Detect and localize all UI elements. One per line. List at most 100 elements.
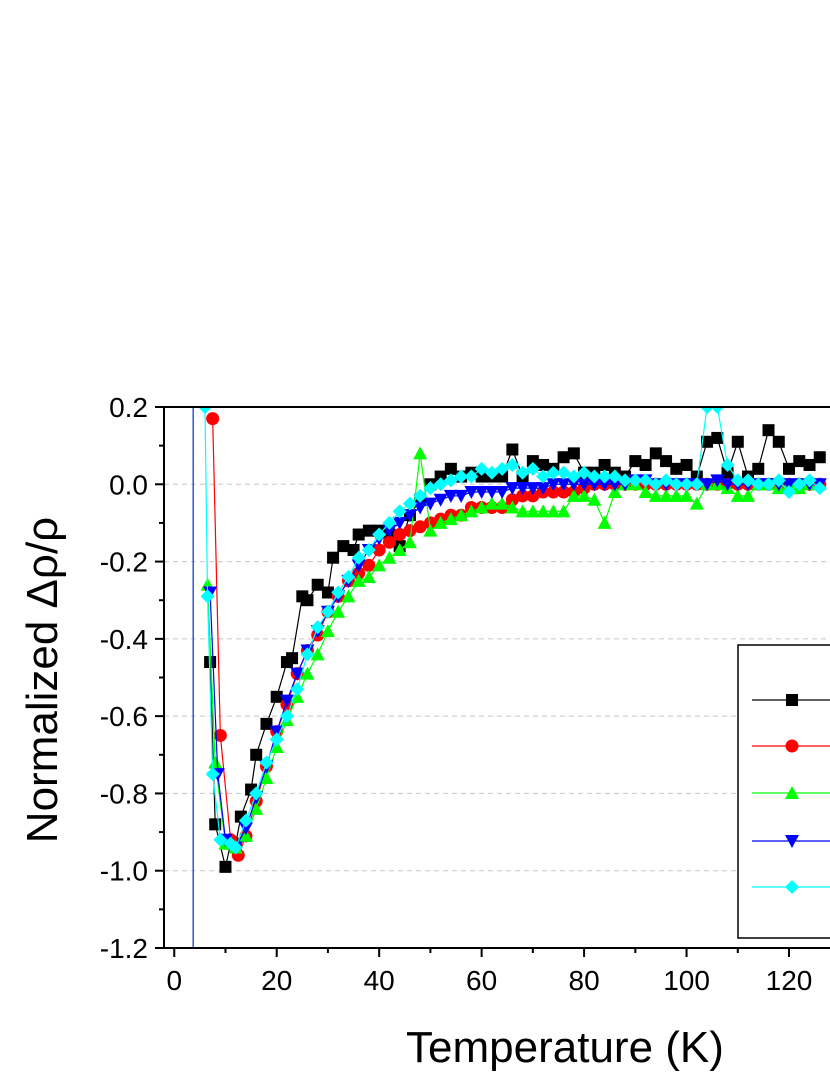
data-point <box>751 477 766 492</box>
data-point <box>238 822 253 836</box>
data-point <box>270 690 283 703</box>
data-point <box>525 482 540 496</box>
data-point <box>259 755 274 770</box>
y-tick-label: -0.8 <box>100 778 148 809</box>
data-point <box>557 451 570 464</box>
x-tick-label: 20 <box>261 965 292 996</box>
x-tick-label: 120 <box>766 965 813 996</box>
data-point <box>711 431 724 444</box>
y-tick-label: -0.4 <box>100 624 148 655</box>
data-point <box>741 488 756 502</box>
data-point <box>597 478 612 492</box>
data-point <box>464 486 479 500</box>
data-point <box>433 477 448 492</box>
data-point <box>484 465 499 480</box>
data-point <box>352 528 365 541</box>
data-point <box>219 860 232 873</box>
data-point <box>213 832 228 847</box>
y-tick-label: -1.2 <box>100 933 148 964</box>
data-point <box>279 709 294 724</box>
data-point <box>648 477 663 492</box>
data-point <box>710 407 725 414</box>
data-point <box>269 732 284 747</box>
data-point <box>793 455 806 468</box>
data-point <box>607 485 622 499</box>
data-point <box>321 586 334 599</box>
data-point <box>382 550 397 564</box>
data-point <box>372 527 387 542</box>
data-point <box>577 465 592 480</box>
data-point <box>546 465 561 480</box>
data-point <box>730 488 745 502</box>
data-point <box>536 482 551 496</box>
data-point <box>433 493 448 507</box>
data-point <box>526 489 540 503</box>
y-tick-label: 0.2 <box>109 392 148 423</box>
data-point <box>546 478 561 492</box>
data-point <box>607 478 622 492</box>
data-point <box>587 478 602 492</box>
data-point <box>351 573 366 587</box>
data-point <box>566 478 581 492</box>
data-point <box>772 435 785 448</box>
data-point <box>618 473 633 488</box>
data-point <box>526 455 539 468</box>
data-point <box>660 455 673 468</box>
data-point <box>515 504 530 518</box>
grid-lines <box>164 483 830 872</box>
data-point <box>423 516 437 530</box>
data-point <box>752 462 765 475</box>
legend-marker <box>785 739 799 753</box>
data-point <box>567 447 580 460</box>
data-point <box>290 667 305 681</box>
data-point <box>556 465 571 480</box>
data-point <box>771 473 786 488</box>
data-point <box>443 473 458 488</box>
data-point <box>474 486 489 500</box>
data-point <box>515 465 530 480</box>
data-point <box>393 528 407 542</box>
data-point <box>392 542 407 556</box>
data-point <box>454 508 469 522</box>
y-tick-label: -0.2 <box>100 547 148 578</box>
data-point <box>484 496 499 510</box>
legend-marker <box>785 880 799 894</box>
data-point <box>546 485 560 499</box>
data-point <box>628 473 643 488</box>
data-point <box>259 770 274 784</box>
data-point <box>762 424 775 437</box>
data-point <box>577 478 592 492</box>
data-point <box>515 482 530 496</box>
data-point <box>341 570 356 585</box>
data-point <box>812 481 827 496</box>
data-point <box>413 520 427 534</box>
data-point <box>443 512 458 526</box>
data-point <box>741 473 756 488</box>
x-axis-title: Temperature (K) <box>406 1023 724 1072</box>
data-point <box>577 488 592 502</box>
data-point <box>402 509 417 523</box>
data-point <box>475 470 488 483</box>
data-point <box>382 524 397 538</box>
data-point <box>200 589 215 604</box>
series-3 <box>200 446 827 854</box>
data-point <box>802 473 817 488</box>
data-point <box>454 489 469 503</box>
data-point <box>803 458 816 471</box>
data-point <box>587 469 602 484</box>
data-point <box>197 407 212 414</box>
data-point <box>556 504 571 518</box>
data-point <box>351 550 366 565</box>
data-point <box>649 447 662 460</box>
series-4 <box>203 474 827 855</box>
data-point <box>587 492 602 506</box>
data-point <box>362 524 375 537</box>
data-point <box>731 435 744 448</box>
data-point <box>505 482 520 496</box>
data-point <box>546 504 561 518</box>
data-point <box>689 477 704 492</box>
data-point <box>516 489 530 503</box>
data-point <box>372 558 387 572</box>
data-point <box>536 469 551 484</box>
